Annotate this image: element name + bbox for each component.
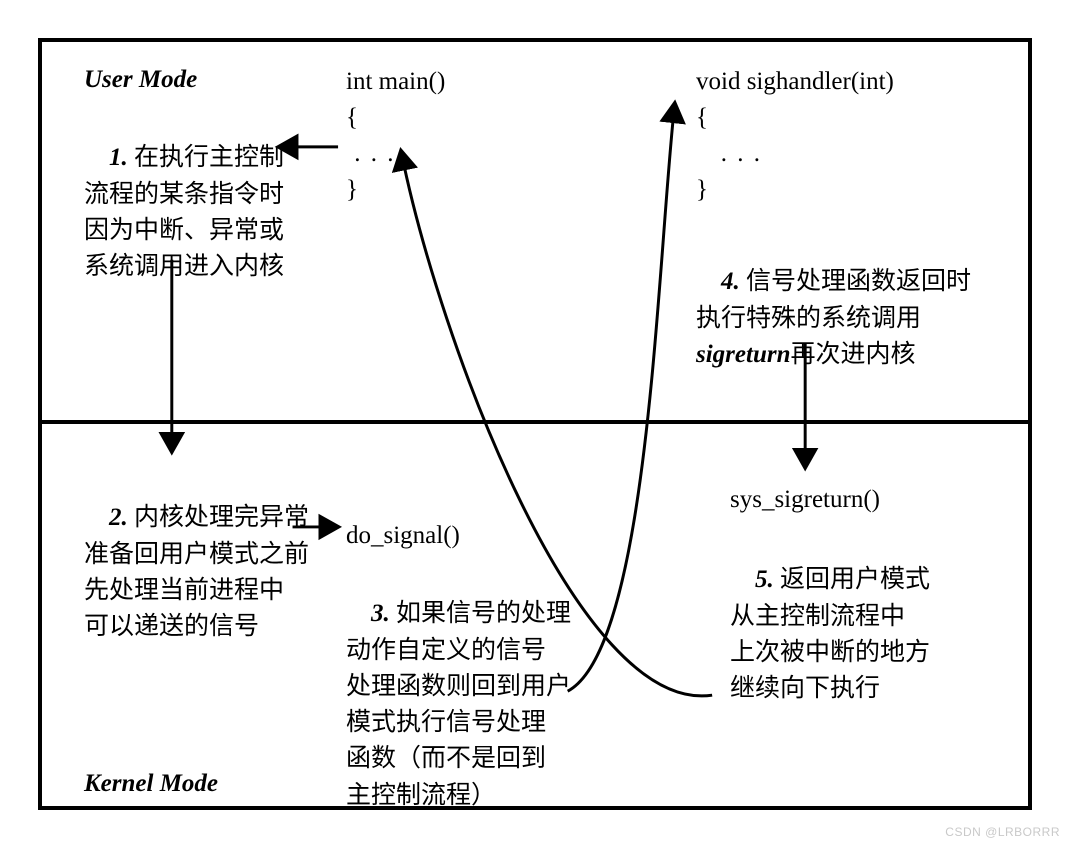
kernel-mode-label: Kernel Mode: [84, 766, 218, 802]
step5-num: 5.: [755, 566, 774, 593]
main-fn-header: int main(): [346, 64, 445, 100]
watermark: CSDN @LRBORRR: [945, 825, 1060, 839]
do-signal-label: do_signal(): [346, 518, 460, 554]
step1-block: 1. 在执行主控制 流程的某条指令时 因为中断、异常或 系统调用进入内核: [84, 104, 284, 322]
arrow-dosignal-to-sighandler: [568, 105, 675, 691]
diagram-frame: User Mode Kernel Mode 1. 在执行主控制 流程的某条指令时…: [38, 38, 1032, 810]
step2-num: 2.: [109, 504, 128, 531]
sighandler-open: {: [696, 100, 708, 136]
sighandler-dots: . . .: [696, 136, 762, 172]
main-fn-dots: . . .: [346, 136, 396, 172]
main-fn-open: {: [346, 100, 358, 136]
step3-num: 3.: [371, 600, 390, 627]
step3-block: 3. 如果信号的处理 动作自定义的信号 处理函数则回到用户 模式执行信号处理 函…: [346, 560, 571, 850]
user-mode-label: User Mode: [84, 62, 197, 98]
step4-block: 4. 信号处理函数返回时 执行特殊的系统调用 sigreturn再次进内核: [696, 228, 971, 409]
step2-block: 2. 内核处理完异常 准备回用户模式之前 先处理当前进程中 可以递送的信号: [84, 464, 309, 682]
step1-num: 1.: [109, 144, 128, 171]
sys-sigreturn-label: sys_sigreturn(): [730, 482, 880, 518]
step4-num: 4.: [721, 268, 740, 295]
step3-text: 如果信号的处理 动作自定义的信号 处理函数则回到用户 模式执行信号处理 函数（而…: [346, 600, 571, 808]
mode-divider: [42, 420, 1028, 424]
step5-block: 5. 返回用户模式 从主控制流程中 上次被中断的地方 继续向下执行: [730, 526, 930, 744]
main-fn-close: }: [346, 172, 358, 208]
sighandler-header: void sighandler(int): [696, 64, 894, 100]
sighandler-close: }: [696, 172, 708, 208]
